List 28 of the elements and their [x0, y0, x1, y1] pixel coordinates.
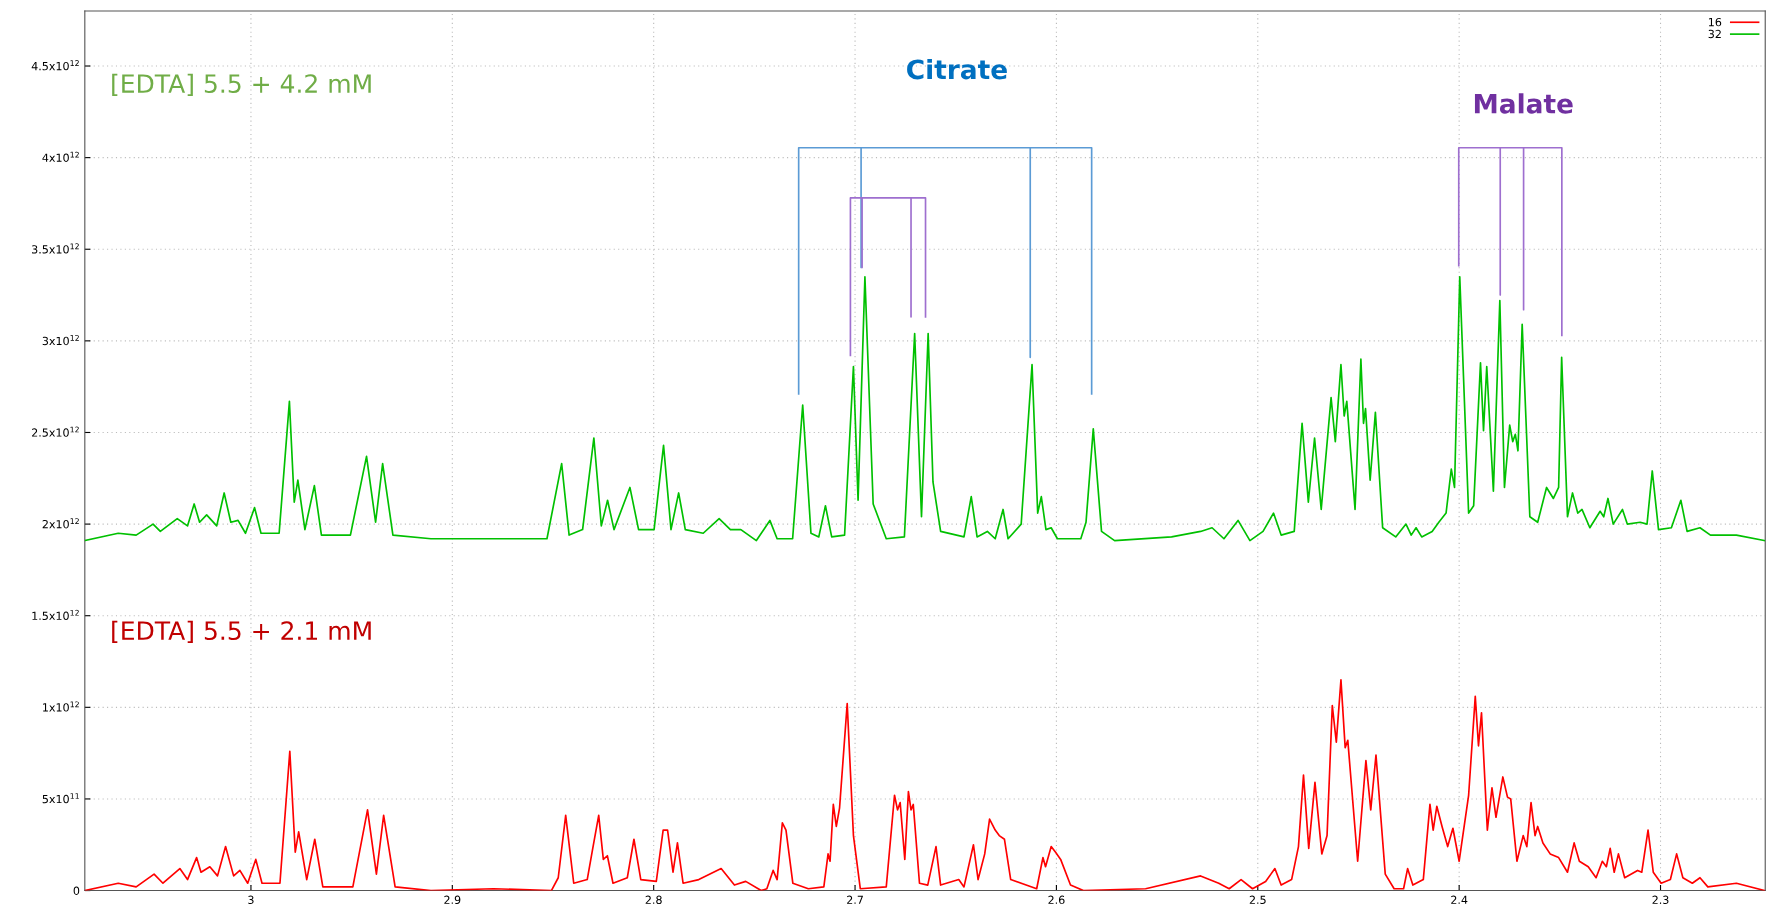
x-tick-label: 3 [248, 895, 254, 905]
y-tick-label: 5x10$^{11}$ [42, 793, 79, 804]
x-tick-label: 2.4 [1451, 895, 1468, 904]
annotation: [EDTA] 5.5 + 2.1 mM [112, 620, 371, 644]
legend-label: 16 [1708, 17, 1722, 27]
line-series [84, 275, 1766, 542]
x-tick-label: 2.3 [1652, 895, 1669, 905]
y-tick-label: 4.5x10$^{12}$ [31, 60, 79, 71]
y-tick-label: 2x10$^{12}$ [42, 518, 79, 529]
y-tick-label: 1x10$^{12}$ [43, 701, 79, 712]
y-tick-label: 1.5x10$^{12}$ [32, 609, 79, 620]
annotation: [EDTA] 5.5 + 4.2 mM [112, 73, 371, 96]
annotation: Malate [1474, 93, 1573, 114]
x-tick-label: 2.5 [1249, 895, 1266, 905]
y-tick-label: 3x10$^{12}$ [42, 334, 79, 346]
line-series [849, 197, 927, 357]
y-tick-label: 0 [73, 886, 80, 895]
x-tick-label: 2.6 [1048, 895, 1065, 905]
annotation: Citrate [907, 58, 1007, 80]
x-tick-label: 2.9 [444, 895, 461, 905]
x-tick-label: 2.7 [847, 895, 863, 904]
x-tick-label: 2.8 [645, 895, 662, 905]
line-series [1457, 146, 1563, 337]
y-tick-label: 4x10$^{12}$ [42, 151, 79, 162]
y-tick-label: 2.5x10$^{12}$ [31, 426, 79, 437]
line-series [797, 146, 1093, 395]
legend-label: 32 [1708, 29, 1721, 39]
y-tick-label: 3.5x10$^{12}$ [32, 243, 79, 254]
